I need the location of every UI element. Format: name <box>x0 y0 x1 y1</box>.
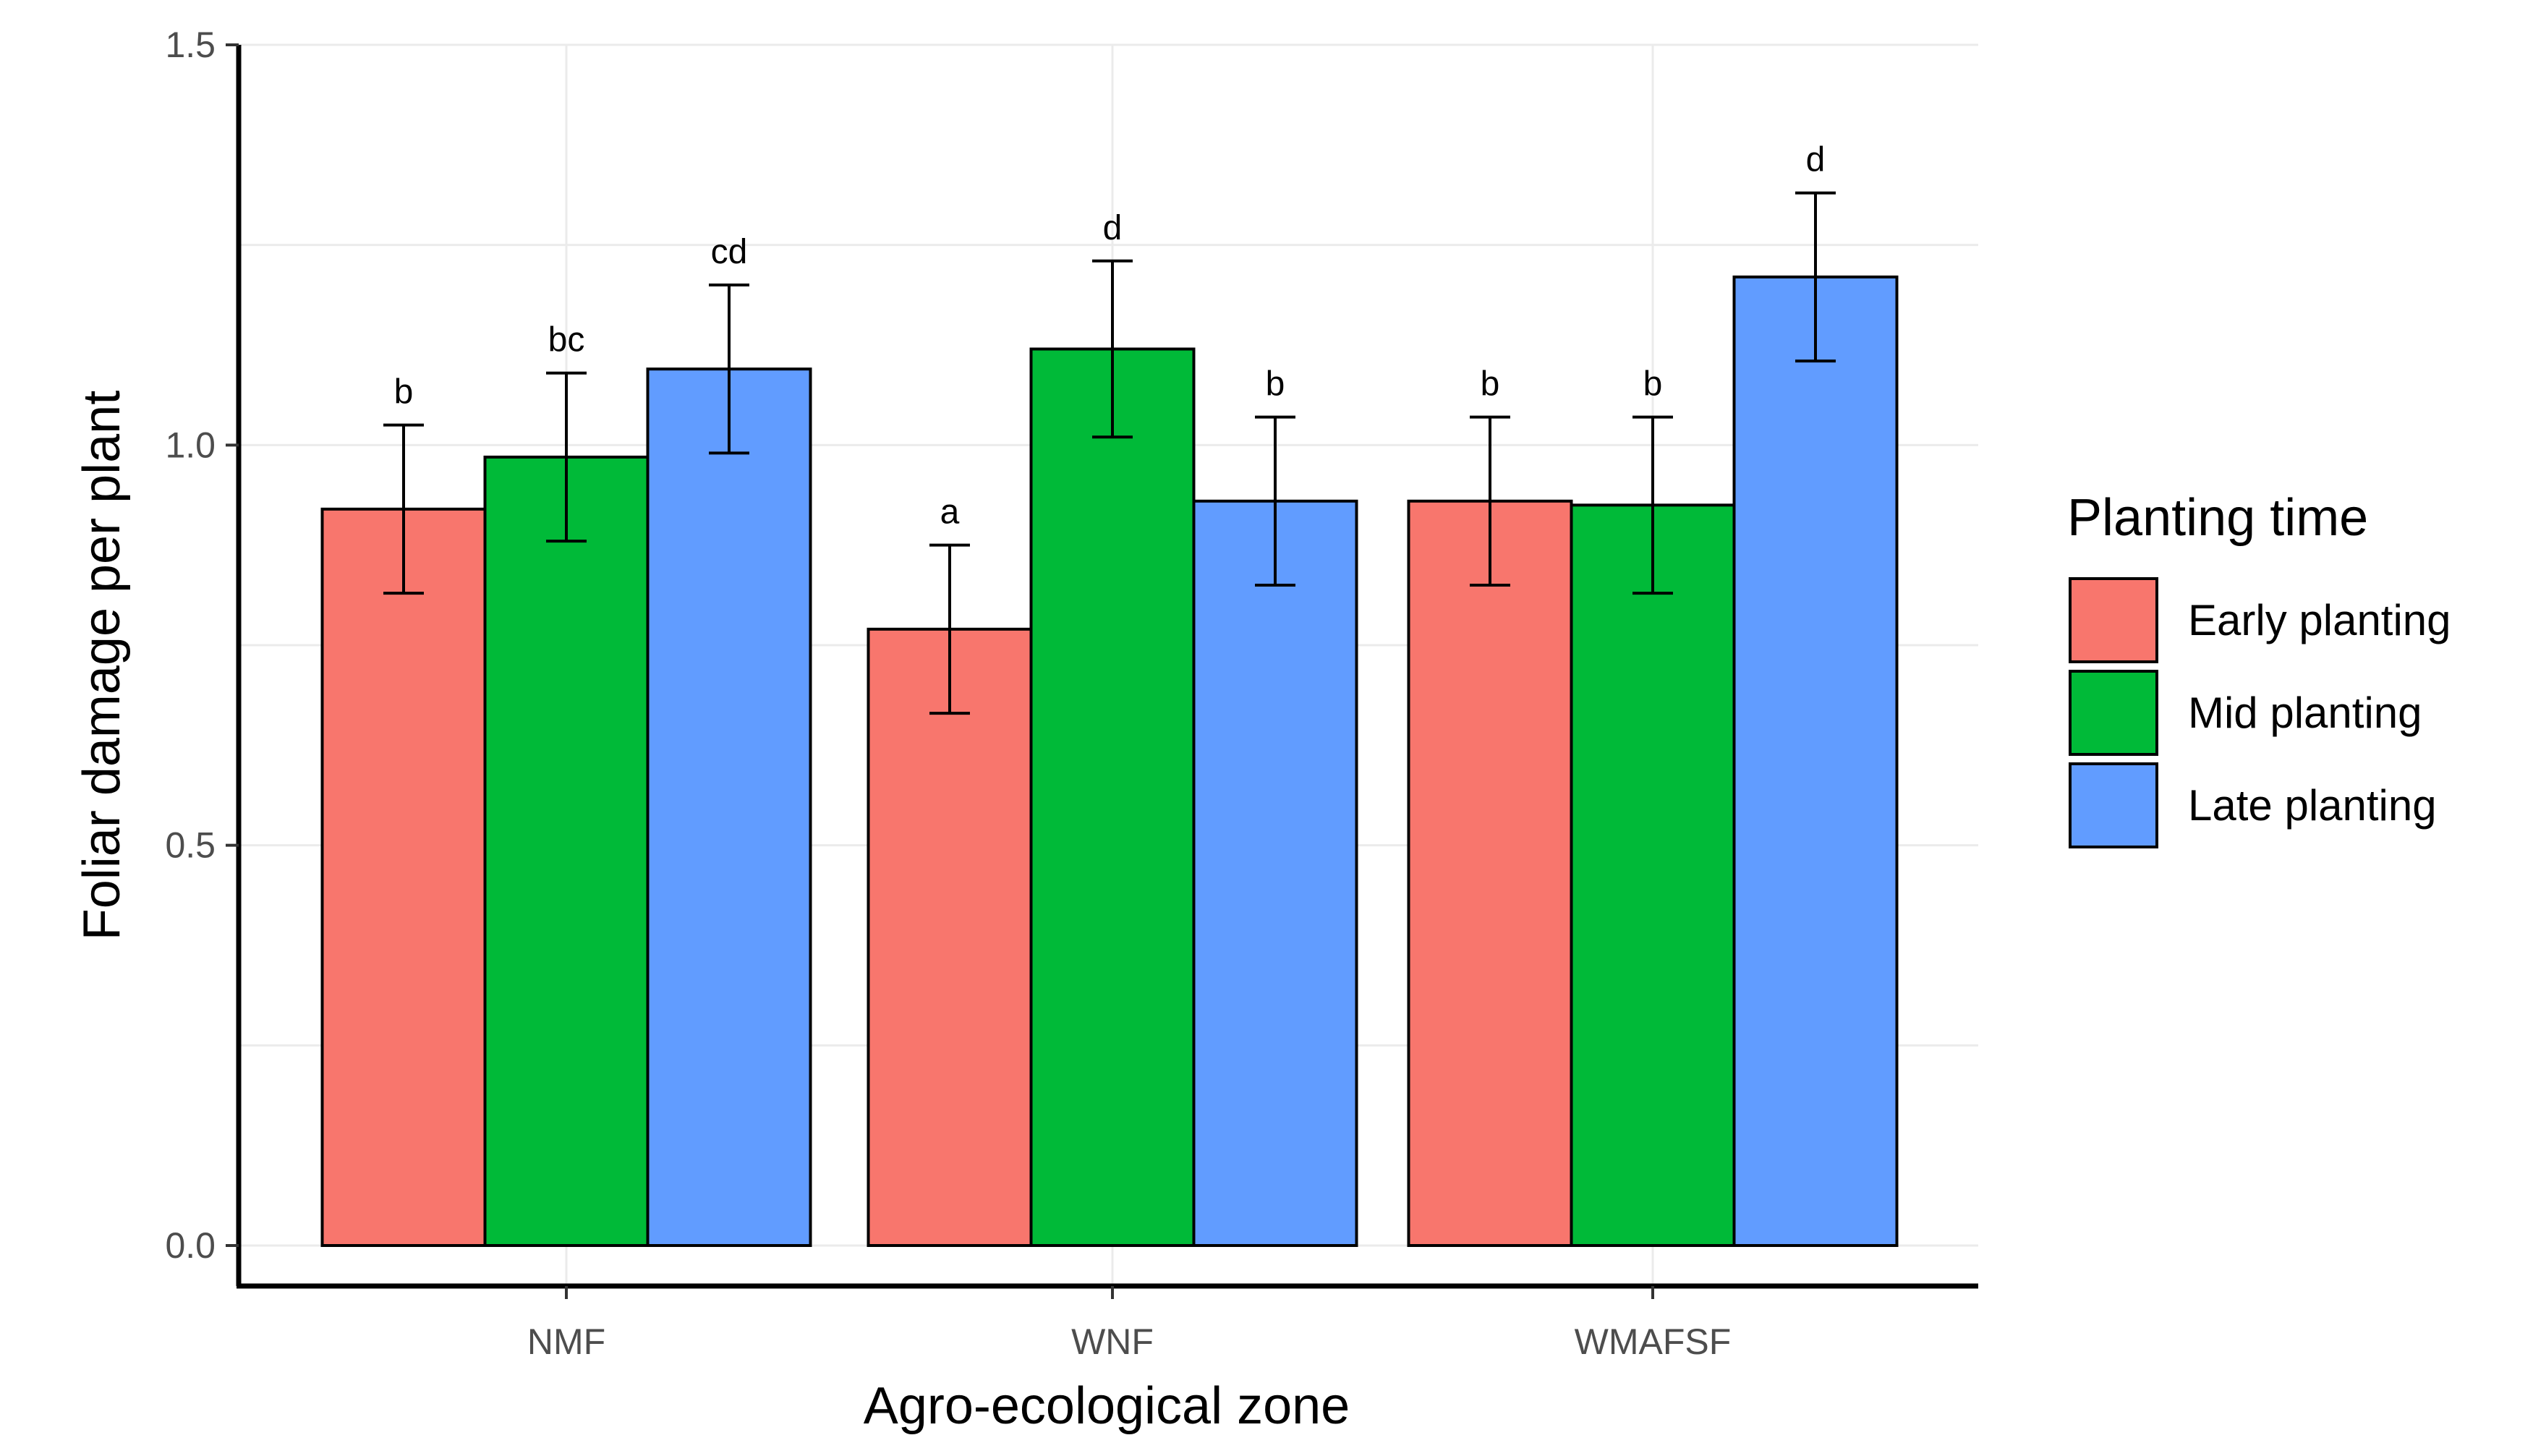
bar <box>323 509 485 1246</box>
legend-label: Mid planting <box>2188 689 2422 737</box>
x-tick-label: NMF <box>527 1321 605 1362</box>
bar <box>1194 501 1357 1246</box>
y-tick-label: 1.0 <box>165 425 216 465</box>
bar-chart: b bc cd a d b b b d NMF WNF WMAFSF 0.0 0.5 1.0 1.5 Agr… <box>0 0 2533 1456</box>
bar <box>1734 277 1897 1246</box>
significance-label: b <box>1266 365 1285 404</box>
significance-label: bc <box>548 321 585 359</box>
bar <box>1572 505 1734 1246</box>
significance-label: d <box>1103 209 1123 247</box>
y-axis-title: Foliar damage per plant <box>73 391 131 940</box>
legend-label: Late planting <box>2188 781 2437 830</box>
bar <box>1031 349 1194 1246</box>
y-tick-label: 0.5 <box>165 825 216 866</box>
bar <box>648 369 811 1246</box>
x-axis-title: Agro-ecological zone <box>864 1377 1350 1435</box>
x-tick-label: WMAFSF <box>1575 1321 1732 1362</box>
significance-label: b <box>1643 365 1663 404</box>
legend-swatch <box>2070 764 2157 847</box>
legend-swatch <box>2070 671 2157 754</box>
significance-label: a <box>940 493 960 532</box>
legend-swatch <box>2070 579 2157 662</box>
y-tick-label: 1.5 <box>165 25 216 65</box>
significance-label: b <box>1481 365 1500 404</box>
bar <box>1409 501 1572 1246</box>
x-tick-label: WNF <box>1071 1321 1154 1362</box>
legend-title: Planting time <box>2067 489 2368 547</box>
bar <box>485 457 648 1246</box>
significance-label: b <box>394 373 414 412</box>
significance-label: cd <box>711 233 748 271</box>
bar <box>869 629 1031 1246</box>
y-tick-label: 0.0 <box>165 1225 216 1266</box>
legend-label: Early planting <box>2188 596 2451 644</box>
significance-label: d <box>1806 141 1826 179</box>
